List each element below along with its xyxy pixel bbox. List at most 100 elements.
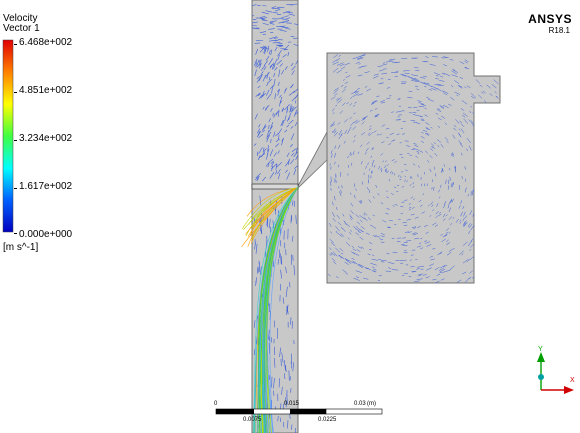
velocity-vector: [424, 132, 430, 136]
velocity-vector: [280, 240, 282, 247]
velocity-vector: [482, 213, 485, 217]
velocity-vector: [391, 111, 394, 113]
velocity-vector: [388, 219, 393, 222]
velocity-vector: [280, 358, 282, 367]
velocity-vector: [439, 213, 442, 216]
velocity-vector: [277, 109, 280, 117]
velocity-vector: [406, 218, 411, 221]
jet-streamline: [258, 186, 299, 433]
velocity-vector: [346, 102, 349, 105]
velocity-vector: [279, 100, 283, 104]
velocity-vector: [437, 83, 444, 86]
velocity-vector: [257, 128, 260, 134]
axis-triad: [537, 352, 574, 394]
velocity-vector: [421, 211, 426, 214]
velocity-vector: [290, 361, 292, 369]
velocity-vector: [420, 237, 423, 240]
velocity-vector: [364, 152, 367, 155]
velocity-vector: [431, 204, 434, 208]
velocity-vector: [295, 215, 297, 224]
velocity-vector: [263, 48, 266, 54]
velocity-vector: [467, 194, 469, 197]
velocity-vector: [430, 201, 434, 205]
velocity-vector: [262, 90, 265, 97]
velocity-vector: [344, 81, 348, 84]
velocity-vector: [380, 153, 384, 156]
velocity-vector: [294, 23, 298, 25]
velocity-vector: [273, 78, 276, 87]
velocity-vector: [281, 352, 284, 363]
velocity-vector: [342, 228, 346, 232]
velocity-vector: [364, 86, 368, 88]
velocity-vector: [416, 122, 421, 124]
velocity-vector: [335, 276, 339, 278]
velocity-vector: [343, 85, 347, 89]
velocity-vector: [276, 59, 282, 66]
velocity-vector: [420, 76, 426, 79]
velocity-vector: [441, 57, 445, 59]
velocity-vector: [360, 53, 366, 57]
velocity-vector: [330, 252, 336, 256]
velocity-vector: [447, 269, 451, 272]
velocity-vector: [497, 57, 500, 62]
velocity-vector: [278, 21, 286, 24]
velocity-vector: [333, 128, 336, 133]
velocity-vector: [363, 217, 366, 220]
velocity-vector: [340, 84, 344, 87]
velocity-vector: [437, 139, 442, 143]
velocity-vector: [285, 266, 287, 274]
velocity-vector: [475, 121, 478, 125]
velocity-vector: [466, 148, 469, 152]
velocity-vector: [435, 78, 439, 80]
velocity-vector: [494, 91, 497, 94]
velocity-vector: [458, 132, 462, 138]
velocity-vector: [278, 69, 281, 77]
velocity-vector: [436, 273, 441, 276]
velocity-vector: [411, 80, 418, 82]
velocity-vector: [333, 87, 339, 92]
velocity-vector: [459, 221, 462, 224]
velocity-vector: [459, 143, 464, 148]
velocity-vector: [443, 264, 448, 268]
velocity-vector: [481, 236, 485, 241]
velocity-vector: [259, 59, 262, 63]
velocity-vector: [444, 136, 449, 141]
triad-x-label: X: [570, 377, 575, 384]
velocity-vector: [432, 146, 436, 150]
velocity-vector: [451, 153, 455, 158]
velocity-vector: [469, 110, 472, 114]
velocity-vector: [254, 175, 260, 181]
velocity-vector: [454, 165, 457, 169]
velocity-vector: [385, 170, 388, 173]
velocity-vector: [412, 185, 415, 188]
velocity-vector: [334, 93, 338, 96]
velocity-vector: [424, 114, 429, 117]
velocity-vector: [357, 230, 362, 234]
velocity-vector: [464, 86, 467, 88]
velocity-vector: [357, 74, 363, 77]
velocity-vector: [386, 136, 389, 139]
velocity-vector: [491, 246, 494, 250]
scale-unit-label: (m): [367, 401, 376, 407]
velocity-vector: [262, 33, 266, 35]
velocity-vector: [491, 272, 498, 277]
velocity-vector: [273, 390, 275, 396]
velocity-vector: [396, 133, 400, 135]
velocity-vector: [267, 78, 273, 84]
velocity-vector: [371, 100, 377, 103]
velocity-vector: [357, 151, 360, 154]
velocity-vector: [461, 100, 468, 105]
velocity-vector: [401, 186, 405, 188]
velocity-vector: [493, 79, 499, 85]
velocity-vector: [470, 95, 475, 99]
velocity-vector: [391, 269, 399, 271]
velocity-vector: [447, 185, 450, 190]
velocity-vector: [417, 165, 420, 168]
velocity-vector: [363, 213, 366, 216]
velocity-vector: [386, 87, 391, 89]
velocity-vector: [417, 100, 422, 102]
velocity-vector: [266, 134, 270, 142]
velocity-vector: [263, 148, 267, 152]
